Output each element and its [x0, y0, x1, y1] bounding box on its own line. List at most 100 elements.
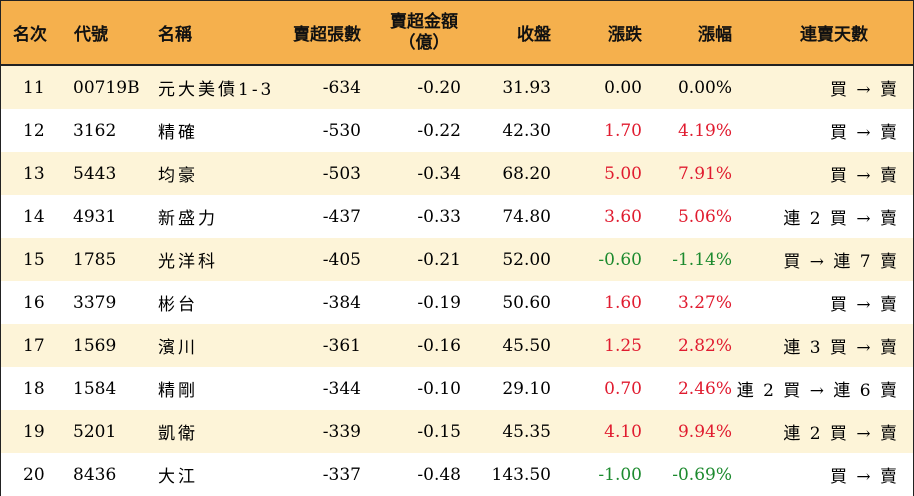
close-cell: 31.93	[502, 77, 551, 98]
table-row[interactable]: 17 1569 濱川 -361 -0.16 45.50 1.25 2.82% 連 3 買 → 賣	[1, 324, 913, 367]
close-cell: 45.50	[502, 335, 551, 356]
code-cell: 3162	[73, 120, 117, 141]
header-close: 收盤	[517, 25, 551, 45]
code-cell: 3379	[73, 292, 117, 313]
code-cell: 8436	[73, 464, 117, 485]
code-cell: 4931	[73, 206, 117, 227]
name-cell: 精確	[158, 123, 198, 143]
close-cell: 42.30	[502, 120, 551, 141]
name-cell: 凱衛	[158, 424, 198, 444]
change-cell: 0.00	[604, 77, 642, 98]
net-sell-shares-cell: -530	[322, 120, 361, 141]
table-row[interactable]: 18 1584 精剛 -344 -0.10 29.10 0.70 2.46% 連 2 買 → 連…	[1, 367, 913, 410]
net-sell-shares-cell: -361	[322, 335, 361, 356]
header-name: 名稱	[158, 25, 192, 45]
header-change-pct: 漲幅	[698, 25, 732, 45]
streak-cell: 買 → 賣	[829, 123, 899, 143]
code-cell: 5201	[73, 421, 117, 442]
streak-cell: 買 → 連 7 賣	[783, 252, 899, 272]
name-cell: 大江	[158, 467, 198, 487]
change-pct-cell: 2.82%	[677, 335, 732, 356]
streak-cell: 買 → 賣	[829, 295, 899, 315]
code-cell: 1584	[73, 378, 117, 399]
change-cell: -0.60	[598, 249, 642, 270]
name-cell: 元大美債1-3	[158, 80, 275, 100]
net-sell-amount-cell: -0.22	[417, 120, 461, 141]
close-cell: 29.10	[502, 378, 551, 399]
streak-cell: 買 → 賣	[829, 166, 899, 186]
name-cell: 光洋科	[158, 252, 218, 272]
net-sell-amount-cell: -0.10	[417, 378, 461, 399]
table-row[interactable]: 13 5443 均豪 -503 -0.34 68.20 5.00 7.91% 買 → 賣	[1, 152, 913, 195]
header-code: 代號	[74, 25, 108, 45]
net-sell-amount-cell: -0.20	[417, 77, 461, 98]
table-row[interactable]: 12 3162 精確 -530 -0.22 42.30 1.70 4.19% 買 → 賣	[1, 109, 913, 152]
net-sell-shares-cell: -437	[322, 206, 361, 227]
change-pct-cell: 9.94%	[677, 421, 732, 442]
change-cell: 1.70	[604, 120, 642, 141]
change-pct-cell: 5.06%	[677, 206, 732, 227]
rank-cell: 17	[23, 335, 45, 356]
close-cell: 52.00	[502, 249, 551, 270]
streak-cell: 連 2 買 → 賣	[783, 424, 899, 444]
streak-cell: 連 2 買 → 賣	[783, 209, 899, 229]
net-sell-shares-cell: -503	[322, 163, 361, 184]
name-cell: 新盛力	[158, 209, 218, 229]
rank-cell: 14	[23, 206, 45, 227]
net-sell-amount-cell: -0.33	[417, 206, 461, 227]
streak-cell: 連 3 買 → 賣	[783, 338, 899, 358]
close-cell: 45.35	[502, 421, 551, 442]
table-row[interactable]: 11 00719B 元大美債1-3 -634 -0.20 31.93 0.00 0.00% 買 …	[1, 66, 913, 109]
table-row[interactable]: 16 3379 彬台 -384 -0.19 50.60 1.60 3.27% 買 → 賣	[1, 281, 913, 324]
close-cell: 50.60	[502, 292, 551, 313]
change-pct-cell: -0.69%	[672, 464, 732, 485]
net-sell-amount-cell: -0.48	[417, 464, 461, 485]
code-cell: 1569	[73, 335, 117, 356]
header-net-sell-shares: 賣超張數	[293, 25, 361, 45]
net-sell-shares-cell: -339	[322, 421, 361, 442]
name-cell: 均豪	[158, 166, 198, 186]
change-cell: 1.25	[604, 335, 642, 356]
change-pct-cell: 7.91%	[677, 163, 732, 184]
net-sell-shares-cell: -405	[322, 249, 361, 270]
header-net-sell-amount-label: 賣超金額	[390, 11, 458, 32]
change-cell: -1.00	[598, 464, 642, 485]
streak-cell: 連 2 買 → 連 6 賣	[736, 381, 899, 401]
rank-cell: 11	[23, 77, 45, 98]
streak-cell: 買 → 賣	[829, 80, 899, 100]
close-cell: 68.20	[502, 163, 551, 184]
rank-cell: 16	[23, 292, 45, 313]
change-cell: 5.00	[604, 163, 642, 184]
rank-cell: 18	[23, 378, 45, 399]
net-sell-amount-cell: -0.19	[417, 292, 461, 313]
header-streak: 連賣天數	[800, 25, 868, 45]
net-sell-shares-cell: -344	[322, 378, 361, 399]
name-cell: 精剛	[158, 381, 198, 401]
table-row[interactable]: 15 1785 光洋科 -405 -0.21 52.00 -0.60 -1.14% 買 → 連 …	[1, 238, 913, 281]
net-sell-shares-cell: -384	[322, 292, 361, 313]
change-cell: 3.60	[604, 206, 642, 227]
change-pct-cell: 0.00%	[677, 77, 732, 98]
change-pct-cell: 2.46%	[677, 378, 732, 399]
header-change: 漲跌	[608, 25, 642, 45]
change-pct-cell: -1.14%	[672, 249, 732, 270]
table-row[interactable]: 14 4931 新盛力 -437 -0.33 74.80 3.60 5.06% 連 2 買 → …	[1, 195, 913, 238]
change-cell: 1.60	[604, 292, 642, 313]
net-sell-amount-cell: -0.16	[417, 335, 461, 356]
net-sell-amount-cell: -0.34	[417, 163, 461, 184]
name-cell: 彬台	[158, 295, 198, 315]
net-sell-shares-cell: -634	[322, 77, 361, 98]
change-pct-cell: 3.27%	[677, 292, 732, 313]
name-cell: 濱川	[158, 338, 198, 358]
rank-cell: 15	[23, 249, 45, 270]
change-cell: 0.70	[604, 378, 642, 399]
net-sell-shares-cell: -337	[322, 464, 361, 485]
header-net-sell-amount-unit: （億）	[398, 32, 450, 53]
change-pct-cell: 4.19%	[677, 120, 732, 141]
code-cell: 5443	[73, 163, 117, 184]
table-row[interactable]: 19 5201 凱衛 -339 -0.15 45.35 4.10 9.94% 連 2 買 → 賣	[1, 410, 913, 453]
table-row[interactable]: 20 8436 大江 -337 -0.48 143.50 -1.00 -0.69% 買 → 賣	[1, 453, 913, 496]
header-rank: 名次	[13, 25, 47, 45]
close-cell: 143.50	[491, 464, 551, 485]
